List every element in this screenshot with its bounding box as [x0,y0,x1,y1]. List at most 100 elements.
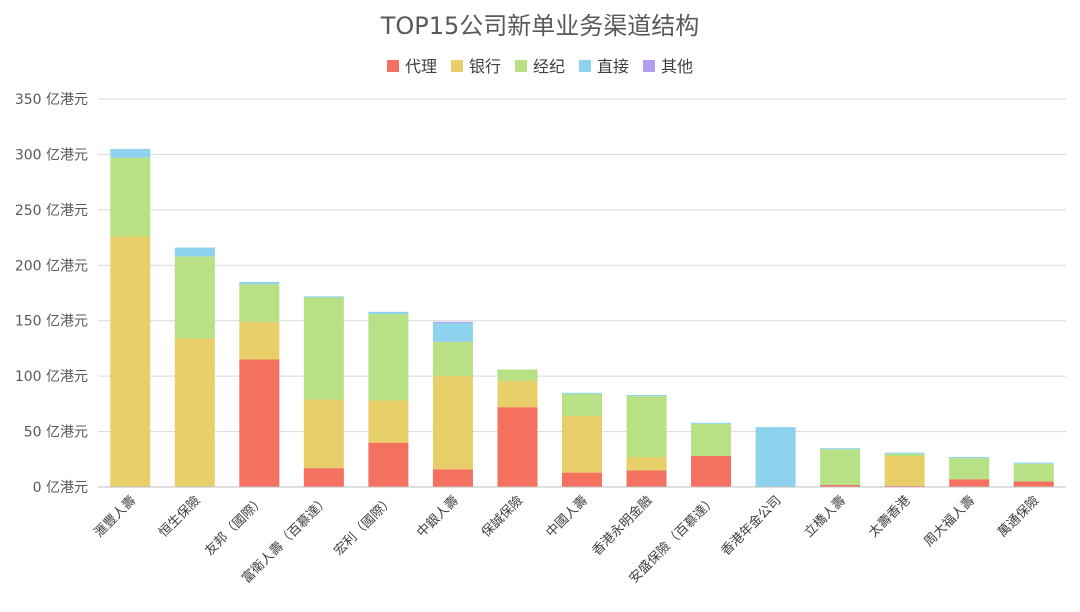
legend-label: 其他 [661,57,693,76]
y-tick-label: 0 亿港元 [33,480,88,496]
bar-segment[interactable] [561,392,603,394]
bar-stack[interactable] [174,247,215,487]
bar-stack[interactable] [755,427,796,487]
bar-segment[interactable] [1013,462,1054,464]
x-category-label: 恒生保險 [156,493,203,540]
bar-segment[interactable] [303,296,344,298]
chart-title: TOP15公司新单业务渠道结构 [380,12,700,40]
bar-segment[interactable] [820,448,861,450]
bar-segment[interactable] [303,399,344,469]
legend-item[interactable]: 代理 [387,57,437,76]
bar-segment[interactable] [497,407,538,487]
legend-label: 直接 [597,57,629,76]
y-tick-label: 200 亿港元 [15,258,88,274]
x-category-label: 保誠保險 [479,493,526,540]
bar-segment[interactable] [303,297,344,400]
bars [110,148,1054,487]
bar-segment[interactable] [561,472,603,487]
x-category-label: 宏利（國際） [331,493,397,559]
legend: 代理 银行 经纪 直接 其他 [387,57,693,76]
y-tick-label: 150 亿港元 [15,314,88,330]
x-category-label: 友邦（國際） [202,493,268,559]
bar-stack[interactable] [497,369,538,487]
bar-segment[interactable] [368,314,409,401]
bar-segment[interactable] [432,376,473,470]
bar-segment[interactable] [1013,481,1054,487]
bar-segment[interactable] [432,321,473,323]
bar-stack[interactable] [884,452,925,487]
bar-stack[interactable] [561,392,603,487]
bar-segment[interactable] [432,322,473,342]
x-category-label: 中銀人壽 [414,493,461,540]
bar-segment[interactable] [497,380,538,408]
legend-item[interactable]: 其他 [643,57,693,76]
bar-segment[interactable] [368,311,409,315]
bar-segment[interactable] [368,442,409,487]
bar-segment[interactable] [561,416,603,473]
y-axis: 0 亿港元 50 亿港元 100 亿港元 150 亿港元 200 亿港元 250 亿港元 3… [15,92,88,496]
bar-stack[interactable] [110,148,151,487]
bar-stack[interactable] [691,422,732,487]
bar-stack[interactable] [239,281,280,487]
x-category-label: 太壽香港 [866,493,913,540]
bar-segment[interactable] [949,458,990,480]
legend-item[interactable]: 直接 [579,57,629,76]
bar-segment[interactable] [239,359,280,487]
bar-segment[interactable] [174,247,215,257]
bar-segment[interactable] [626,457,667,471]
bar-segment[interactable] [174,338,215,487]
bar-segment[interactable] [820,484,861,487]
bar-segment[interactable] [239,284,280,322]
bar-segment[interactable] [884,452,925,454]
bar-segment[interactable] [561,393,603,417]
legend-item[interactable]: 经纪 [515,57,565,76]
bar-stack[interactable] [820,448,861,487]
legend-item[interactable]: 银行 [451,57,501,76]
x-category-label: 萬通保險 [995,493,1042,540]
x-category-label: 香港年金公司 [718,493,784,559]
bar-segment[interactable] [691,422,732,424]
bar-segment[interactable] [239,281,280,285]
bar-segment[interactable] [303,468,344,487]
bar-segment[interactable] [368,400,409,443]
bar-segment[interactable] [884,453,925,456]
bar-stack[interactable] [626,394,667,487]
bar-segment[interactable] [626,396,667,458]
bar-segment[interactable] [691,455,732,487]
legend-label: 代理 [405,57,437,76]
bar-segment[interactable] [110,236,151,487]
y-tick-label: 50 亿港元 [24,425,88,441]
bar-segment[interactable] [626,470,667,487]
x-category-label: 周大福人壽 [921,493,978,550]
bar-segment[interactable] [626,394,667,397]
bar-segment[interactable] [1013,463,1054,482]
bar-segment[interactable] [949,479,990,487]
bar-segment[interactable] [820,449,861,485]
bar-stack[interactable] [949,457,990,487]
bar-segment[interactable] [432,341,473,377]
bar-segment[interactable] [432,469,473,487]
bar-segment[interactable] [949,457,990,459]
y-tick-label: 350 亿港元 [15,92,88,108]
bar-segment[interactable] [755,427,796,487]
x-category-label: 滙豐人壽 [92,493,139,540]
bar-segment[interactable] [691,423,732,456]
bar-stack[interactable] [368,311,409,487]
bar-segment[interactable] [884,455,925,486]
x-category-label: 中國人壽 [543,493,590,540]
y-tick-label: 300 亿港元 [15,147,88,163]
bar-segment[interactable] [110,157,151,237]
bar-segment[interactable] [497,369,538,381]
legend-label: 银行 [469,57,501,76]
bar-stack[interactable] [1013,462,1054,487]
bar-segment[interactable] [110,148,151,158]
legend-label: 经纪 [533,57,565,76]
legend-swatch [579,60,591,72]
bar-segment[interactable] [174,256,215,339]
bar-segment[interactable] [239,321,280,360]
bar-stack[interactable] [303,296,344,487]
bar-stack[interactable] [432,321,473,487]
bar-segment[interactable] [884,485,925,487]
